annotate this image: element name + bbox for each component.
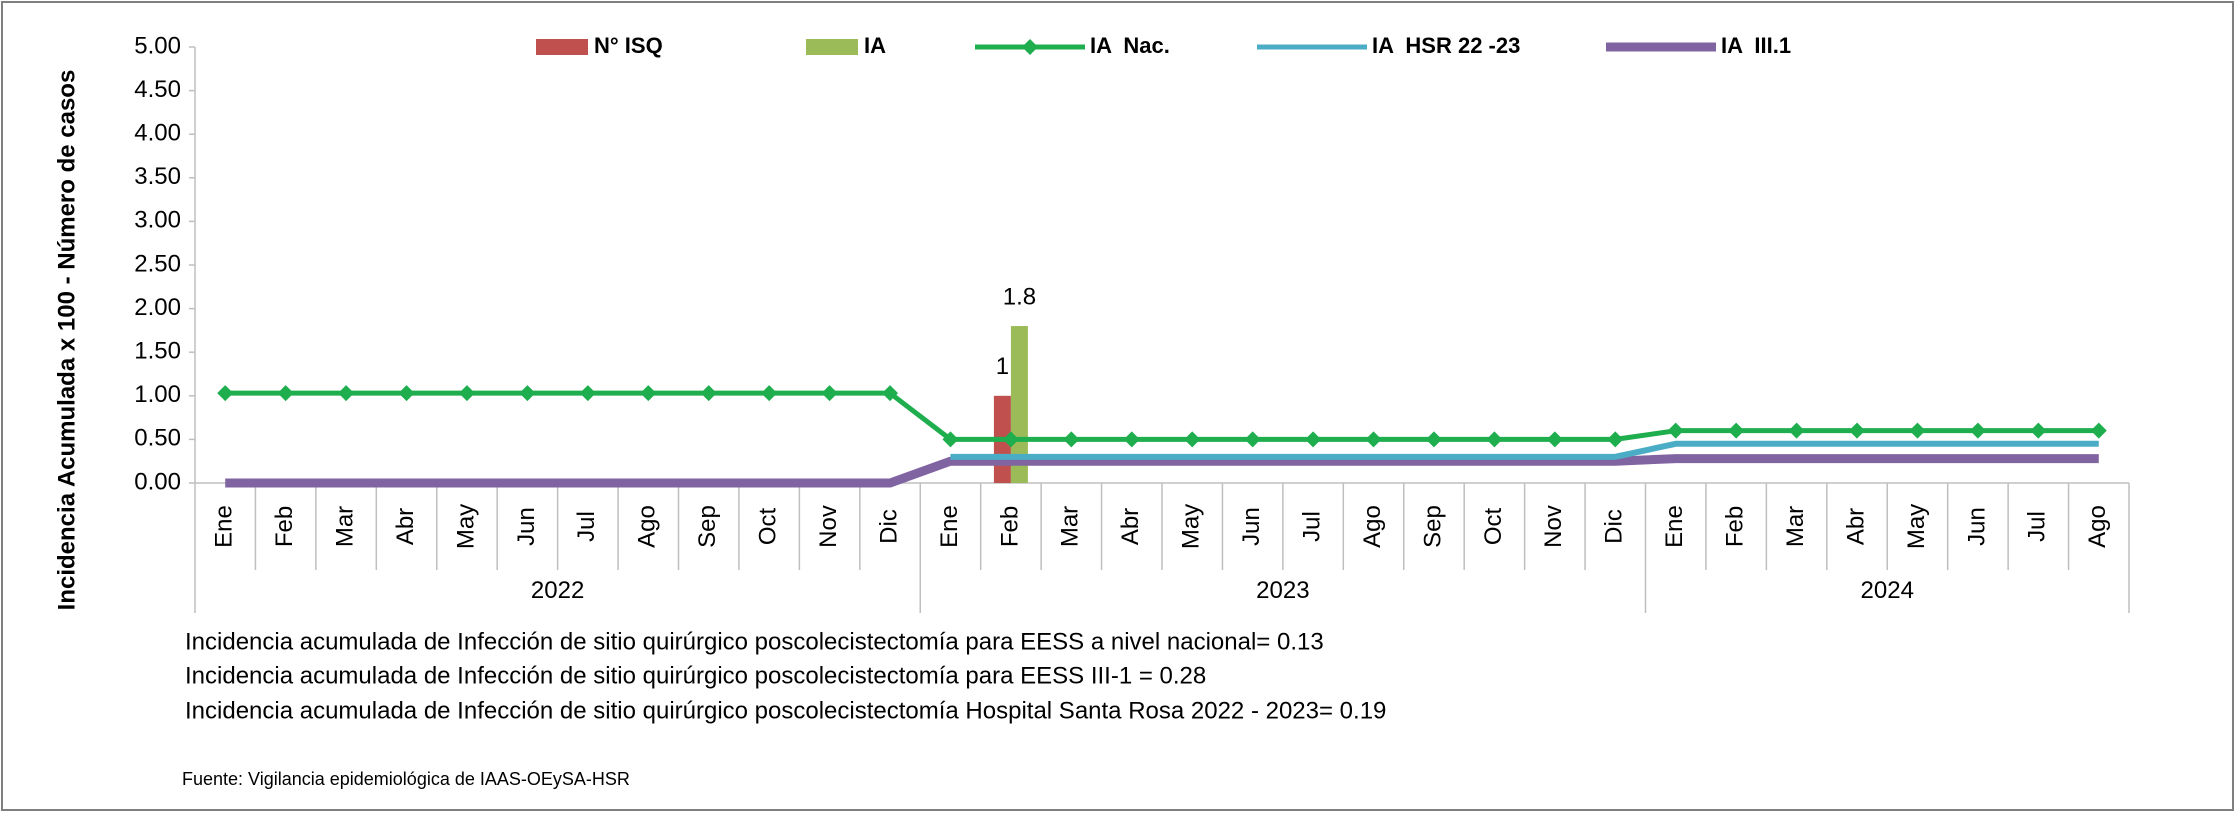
legend-label: IA [864, 33, 886, 58]
marker [217, 385, 234, 402]
y-tick-label: 4.50 [134, 76, 181, 103]
marker [1788, 422, 1805, 439]
marker [700, 385, 717, 402]
y-tick-label: 0.50 [134, 425, 181, 452]
marker [398, 385, 415, 402]
marker [1909, 422, 1926, 439]
marker [640, 385, 657, 402]
marker [1063, 431, 1080, 448]
marker [1244, 431, 1261, 448]
y-tick-label: 2.50 [134, 250, 181, 277]
y-tick-label: 3.00 [134, 207, 181, 234]
marker [1969, 422, 1986, 439]
y-tick-label: 1.50 [134, 338, 181, 365]
legend-label: IA HSR 22 -23 [1372, 33, 1520, 58]
x-tick-label: Abr [1117, 508, 1144, 545]
x-group-label: 2024 [1861, 577, 1914, 604]
x-tick-label: Ene [936, 505, 963, 548]
x-tick-label: Nov [1540, 505, 1567, 548]
x-tick-label: Feb [996, 506, 1023, 547]
x-tick-label: Mar [1782, 506, 1809, 547]
x-tick-label: Ago [1359, 505, 1386, 548]
marker [882, 385, 899, 402]
line [225, 390, 2099, 442]
x-tick-label: Oct [755, 508, 782, 546]
x-tick-label: May [452, 504, 479, 549]
note: Incidencia acumulada de Infección de sit… [185, 697, 1386, 724]
line [950, 440, 2099, 460]
x-tick-label: Mar [1057, 506, 1084, 547]
data-label: 1.8 [1003, 283, 1036, 310]
marker [2030, 422, 2047, 439]
marker [458, 385, 475, 402]
x-tick-label: Mar [331, 506, 358, 547]
marker [277, 385, 294, 402]
x-tick-label: Jun [1238, 507, 1265, 546]
y-axis-label: Incidencia Acumulada x 100 - Número de c… [53, 70, 80, 611]
x-tick-label: Feb [1722, 506, 1749, 547]
x-tick-label: Jul [2024, 511, 2051, 542]
y-tick-label: 1.00 [134, 381, 181, 408]
note: Incidencia acumulada de Infección de sit… [185, 628, 1324, 655]
x-tick-label: Ago [2084, 505, 2111, 548]
x-tick-label: Jul [1298, 511, 1325, 542]
y-tick-label: 4.00 [134, 120, 181, 147]
x-tick-label: Jun [1963, 507, 1990, 546]
legend-marker [1022, 39, 1038, 55]
x-tick-label: Jul [573, 511, 600, 542]
marker [1365, 431, 1382, 448]
x-tick-label: Nov [815, 505, 842, 548]
legend-label: N° ISQ [594, 33, 663, 58]
marker [1486, 431, 1503, 448]
x-tick-label: Sep [694, 505, 721, 548]
marker [579, 385, 596, 402]
marker [1002, 431, 1019, 448]
x-tick-label: Oct [1480, 508, 1507, 546]
x-tick-label: May [1903, 504, 1930, 549]
bar [1010, 326, 1028, 483]
y-tick-label: 2.00 [134, 294, 181, 321]
legend-label: IA III.1 [1721, 33, 1791, 58]
marker [1184, 431, 1201, 448]
x-group-label: 2022 [531, 577, 584, 604]
legend-swatch [536, 39, 588, 55]
y-tick-label: 5.00 [134, 32, 181, 59]
data-label: 1 [996, 353, 1009, 380]
x-tick-label: Sep [1419, 505, 1446, 548]
marker [2090, 422, 2107, 439]
line [225, 454, 2099, 488]
marker [1425, 431, 1442, 448]
source: Fuente: Vigilancia epidemiológica de IAA… [182, 769, 630, 789]
legend-label: IA Nac. [1090, 33, 1170, 58]
marker [1849, 422, 1866, 439]
x-tick-label: Ene [211, 505, 238, 548]
y-tick-label: 3.50 [134, 163, 181, 190]
x-tick-label: Dic [875, 509, 902, 544]
marker [821, 385, 838, 402]
marker [1305, 431, 1322, 448]
marker [761, 385, 778, 402]
x-tick-label: Ago [634, 505, 661, 548]
marker [519, 385, 536, 402]
x-tick-label: Dic [1601, 509, 1628, 544]
x-tick-label: Abr [392, 508, 419, 545]
x-tick-label: Feb [271, 506, 298, 547]
x-group-label: 2023 [1256, 577, 1309, 604]
legend-swatch [806, 39, 858, 55]
marker [1728, 422, 1745, 439]
marker [942, 431, 959, 448]
x-tick-label: May [1178, 504, 1205, 549]
marker [1546, 431, 1563, 448]
x-tick-label: Jun [513, 507, 540, 546]
marker [338, 385, 355, 402]
marker [1123, 431, 1140, 448]
y-tick-label: 0.00 [134, 468, 181, 495]
note: Incidencia acumulada de Infección de sit… [185, 662, 1206, 689]
x-tick-label: Ene [1661, 505, 1688, 548]
x-tick-label: Abr [1842, 508, 1869, 545]
marker [1607, 431, 1624, 448]
marker [1667, 422, 1684, 439]
